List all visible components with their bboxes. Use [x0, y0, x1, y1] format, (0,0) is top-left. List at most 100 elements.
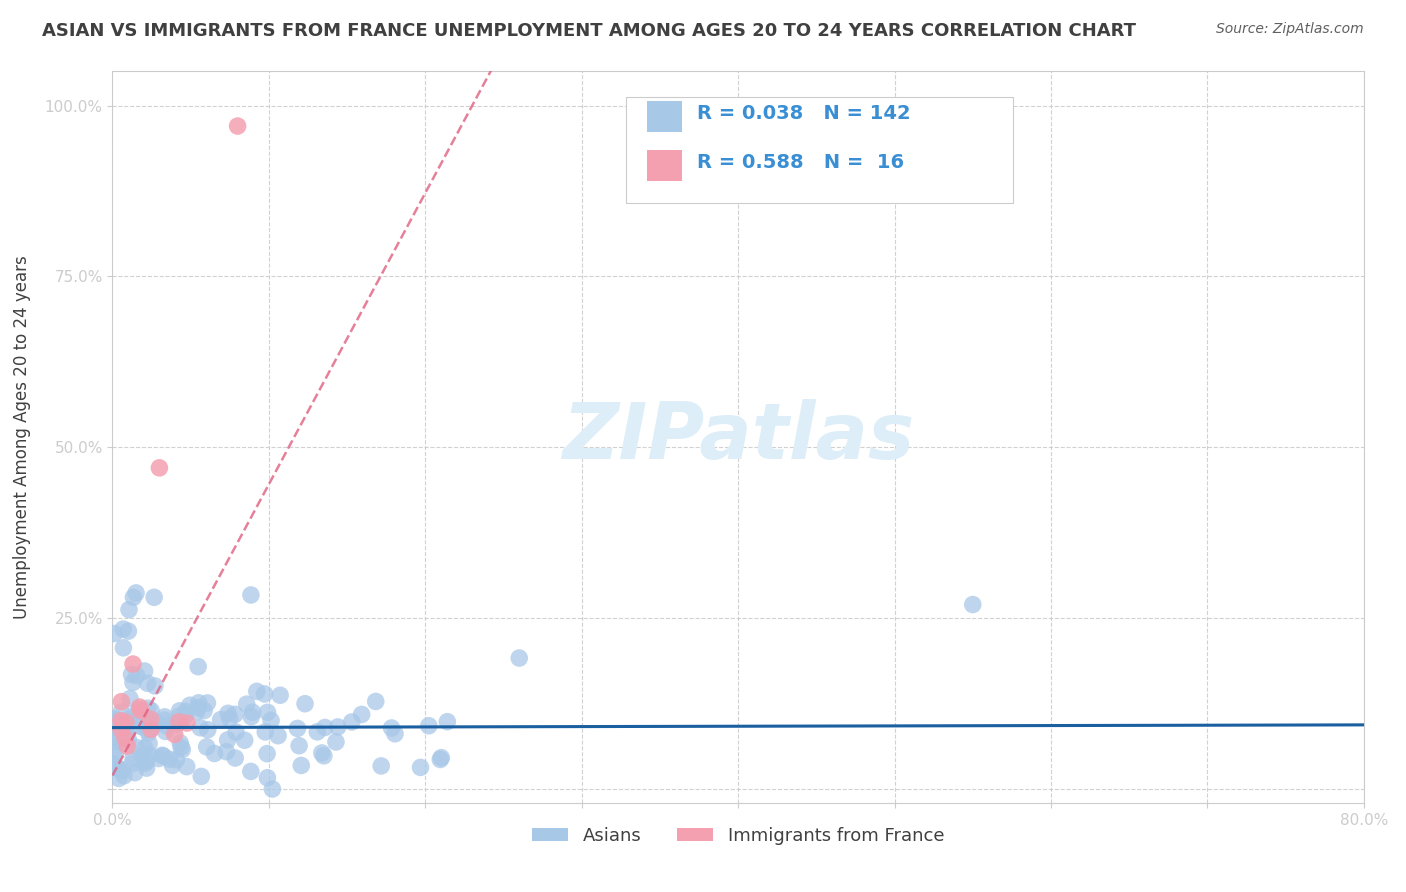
Point [112, 640, 135, 655]
Point [240, 709, 263, 723]
Point [142, 718, 165, 732]
Point [153, 713, 176, 727]
Point [108, 730, 131, 744]
Point [170, 713, 193, 727]
FancyBboxPatch shape [647, 102, 682, 132]
Legend: Asians, Immigrants from France: Asians, Immigrants from France [524, 820, 952, 852]
Point [187, 659, 209, 673]
Point [256, 706, 278, 720]
Text: R = 0.588   N =  16: R = 0.588 N = 16 [697, 153, 904, 172]
Point [384, 727, 406, 741]
Point [148, 460, 170, 475]
Point [159, 752, 181, 766]
Point [122, 591, 145, 605]
Point [136, 723, 159, 737]
Point [174, 705, 197, 719]
Point [134, 664, 156, 678]
Text: ZIPatlas: ZIPatlas [562, 399, 914, 475]
Text: ASIAN VS IMMIGRANTS FROM FRANCE UNEMPLOYMENT AMONG AGES 20 TO 24 YEARS CORRELATI: ASIAN VS IMMIGRANTS FROM FRANCE UNEMPLOY… [42, 22, 1136, 40]
Point [143, 679, 166, 693]
Point [115, 727, 138, 741]
Point [139, 722, 162, 736]
Point [138, 747, 160, 762]
Point [114, 714, 136, 728]
Point [132, 720, 155, 734]
Point [136, 701, 159, 715]
Point [193, 704, 215, 718]
Point [172, 742, 194, 756]
Point [169, 704, 191, 718]
Point [125, 740, 148, 755]
Point [340, 714, 363, 729]
Point [110, 705, 132, 719]
Point [131, 749, 153, 764]
Point [135, 755, 157, 769]
Point [143, 714, 166, 729]
Point [195, 739, 218, 754]
Point [224, 707, 246, 722]
Point [187, 700, 209, 714]
Point [167, 709, 190, 723]
Point [163, 727, 186, 741]
Point [101, 756, 124, 771]
Point [117, 624, 139, 639]
Y-axis label: Unemployment Among Ages 20 to 24 years: Unemployment Among Ages 20 to 24 years [13, 255, 31, 619]
Point [380, 721, 402, 735]
Point [124, 765, 146, 780]
Point [364, 694, 387, 708]
Point [409, 760, 432, 774]
Point [129, 703, 152, 717]
Point [312, 748, 335, 763]
Point [190, 769, 212, 783]
Point [239, 764, 262, 779]
Point [294, 697, 316, 711]
Point [215, 745, 238, 759]
Point [136, 676, 159, 690]
Point [139, 712, 162, 726]
Point [186, 705, 208, 719]
Point [105, 734, 128, 748]
Point [128, 702, 150, 716]
Point [134, 741, 156, 756]
Point [152, 748, 174, 763]
Point [153, 710, 176, 724]
Text: R = 0.038   N = 142: R = 0.038 N = 142 [697, 103, 911, 122]
Point [962, 598, 984, 612]
Point [218, 712, 240, 726]
Point [226, 119, 249, 133]
Point [429, 752, 451, 766]
Point [253, 687, 276, 701]
Point [112, 622, 135, 636]
Point [120, 711, 142, 725]
Point [287, 722, 309, 736]
Point [122, 657, 145, 671]
Point [121, 756, 143, 771]
Point [246, 684, 269, 698]
Point [107, 762, 129, 776]
Point [176, 759, 198, 773]
Text: Source: ZipAtlas.com: Source: ZipAtlas.com [1216, 22, 1364, 37]
Point [233, 733, 256, 747]
Point [188, 721, 211, 735]
Point [235, 697, 257, 711]
Point [430, 750, 453, 764]
Point [128, 700, 150, 714]
Point [110, 714, 132, 728]
Point [139, 704, 162, 718]
Point [129, 719, 152, 733]
Point [112, 769, 135, 783]
Point [165, 753, 187, 767]
Point [290, 758, 312, 772]
Point [139, 723, 162, 737]
Point [418, 719, 440, 733]
Point [217, 733, 239, 747]
Point [325, 735, 347, 749]
Point [155, 724, 177, 739]
Point [239, 588, 262, 602]
Point [115, 725, 138, 739]
Point [108, 725, 131, 739]
Point [350, 707, 373, 722]
Point [143, 591, 166, 605]
Point [121, 667, 143, 681]
Point [104, 714, 127, 728]
